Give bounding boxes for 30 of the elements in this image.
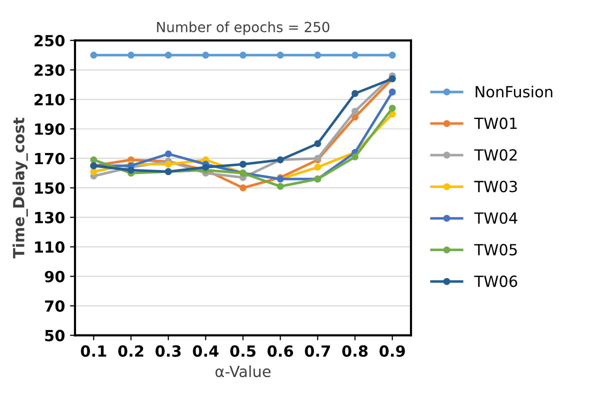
y-tick-label: 90 (44, 270, 65, 282)
y-tick-label: 130 (35, 212, 65, 224)
x-tick-label: 0.3 (156, 345, 181, 357)
y-tick-label: 50 (45, 330, 65, 342)
chart-title: Number of epochs = 250 (157, 22, 330, 35)
x-tick-label: 0.6 (268, 345, 294, 357)
x-tick-label: 0.2 (118, 345, 144, 357)
x-tick-label: 0.8 (342, 345, 368, 357)
y-tick-label: 250 (34, 34, 65, 46)
legend-label: TW05 (474, 244, 517, 256)
legend-label: TW02 (474, 149, 517, 161)
legend-label: TW06 (474, 276, 518, 288)
x-tick-label: 0.4 (192, 345, 218, 357)
y-axis-title: Time_Delay_cost (12, 118, 28, 258)
y-tick-label: 230 (34, 64, 65, 76)
x-axis-title: α-Value (216, 365, 271, 378)
x-tick-label: 0.5 (230, 345, 256, 357)
y-tick-label: 150 (35, 182, 65, 194)
x-tick-label: 0.1 (80, 345, 106, 357)
legend-label: TW03 (474, 180, 517, 192)
legend-label: TW01 (474, 118, 517, 130)
legend-label: NonFusion (476, 86, 552, 98)
x-tick-label: 0.7 (304, 345, 330, 357)
y-tick-label: 110 (35, 241, 65, 253)
x-tick-label: 0.9 (380, 345, 405, 357)
legend-label: TW04 (474, 212, 518, 224)
y-tick-label: 70 (45, 300, 65, 312)
y-tick-label: 190 (35, 123, 65, 135)
y-tick-label: 170 (35, 152, 65, 164)
y-tick-label: 210 (34, 94, 65, 106)
